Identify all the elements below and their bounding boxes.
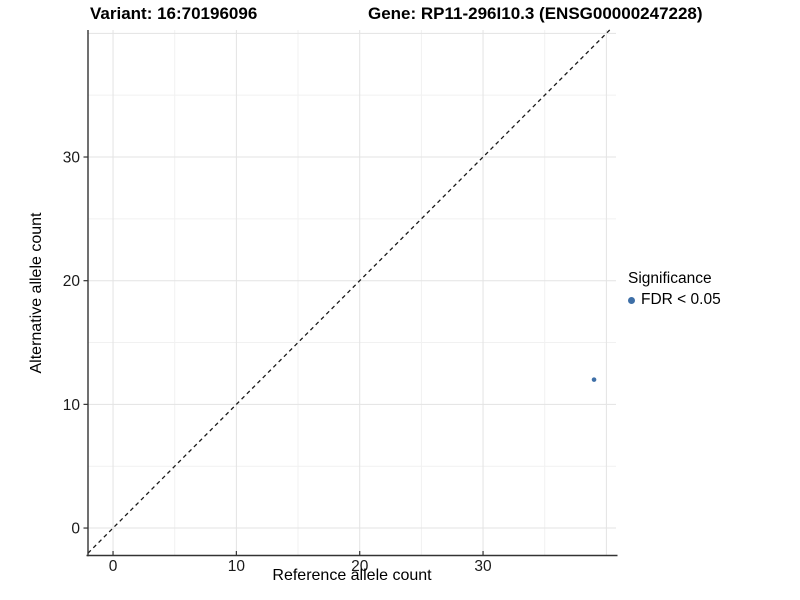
plot-title-variant: Variant: 16:70196096 (90, 4, 258, 23)
plot-title-gene: Gene: RP11-296I10.3 (ENSG00000247228) (368, 4, 703, 23)
legend-item-label: FDR < 0.05 (641, 291, 721, 308)
x-tick-label: 30 (474, 558, 492, 575)
legend-item: FDR < 0.05 (628, 291, 721, 309)
x-axis-title: Reference allele count (272, 567, 432, 584)
legend-point-icon (628, 296, 635, 304)
identity-line (87, 29, 611, 554)
y-tick-label: 30 (63, 150, 81, 167)
legend: Significance FDR < 0.05 (628, 270, 721, 309)
legend-title: Significance (628, 270, 712, 287)
y-tick-label: 10 (63, 397, 81, 414)
x-tick-label: 0 (109, 558, 118, 575)
x-tick-label: 10 (228, 558, 246, 575)
y-tick-label: 20 (63, 273, 81, 290)
y-tick-label: 0 (71, 521, 80, 538)
x-tick-label: 20 (351, 558, 369, 575)
y-axis-title: Alternative allele count (28, 212, 45, 374)
data-point (591, 377, 597, 382)
